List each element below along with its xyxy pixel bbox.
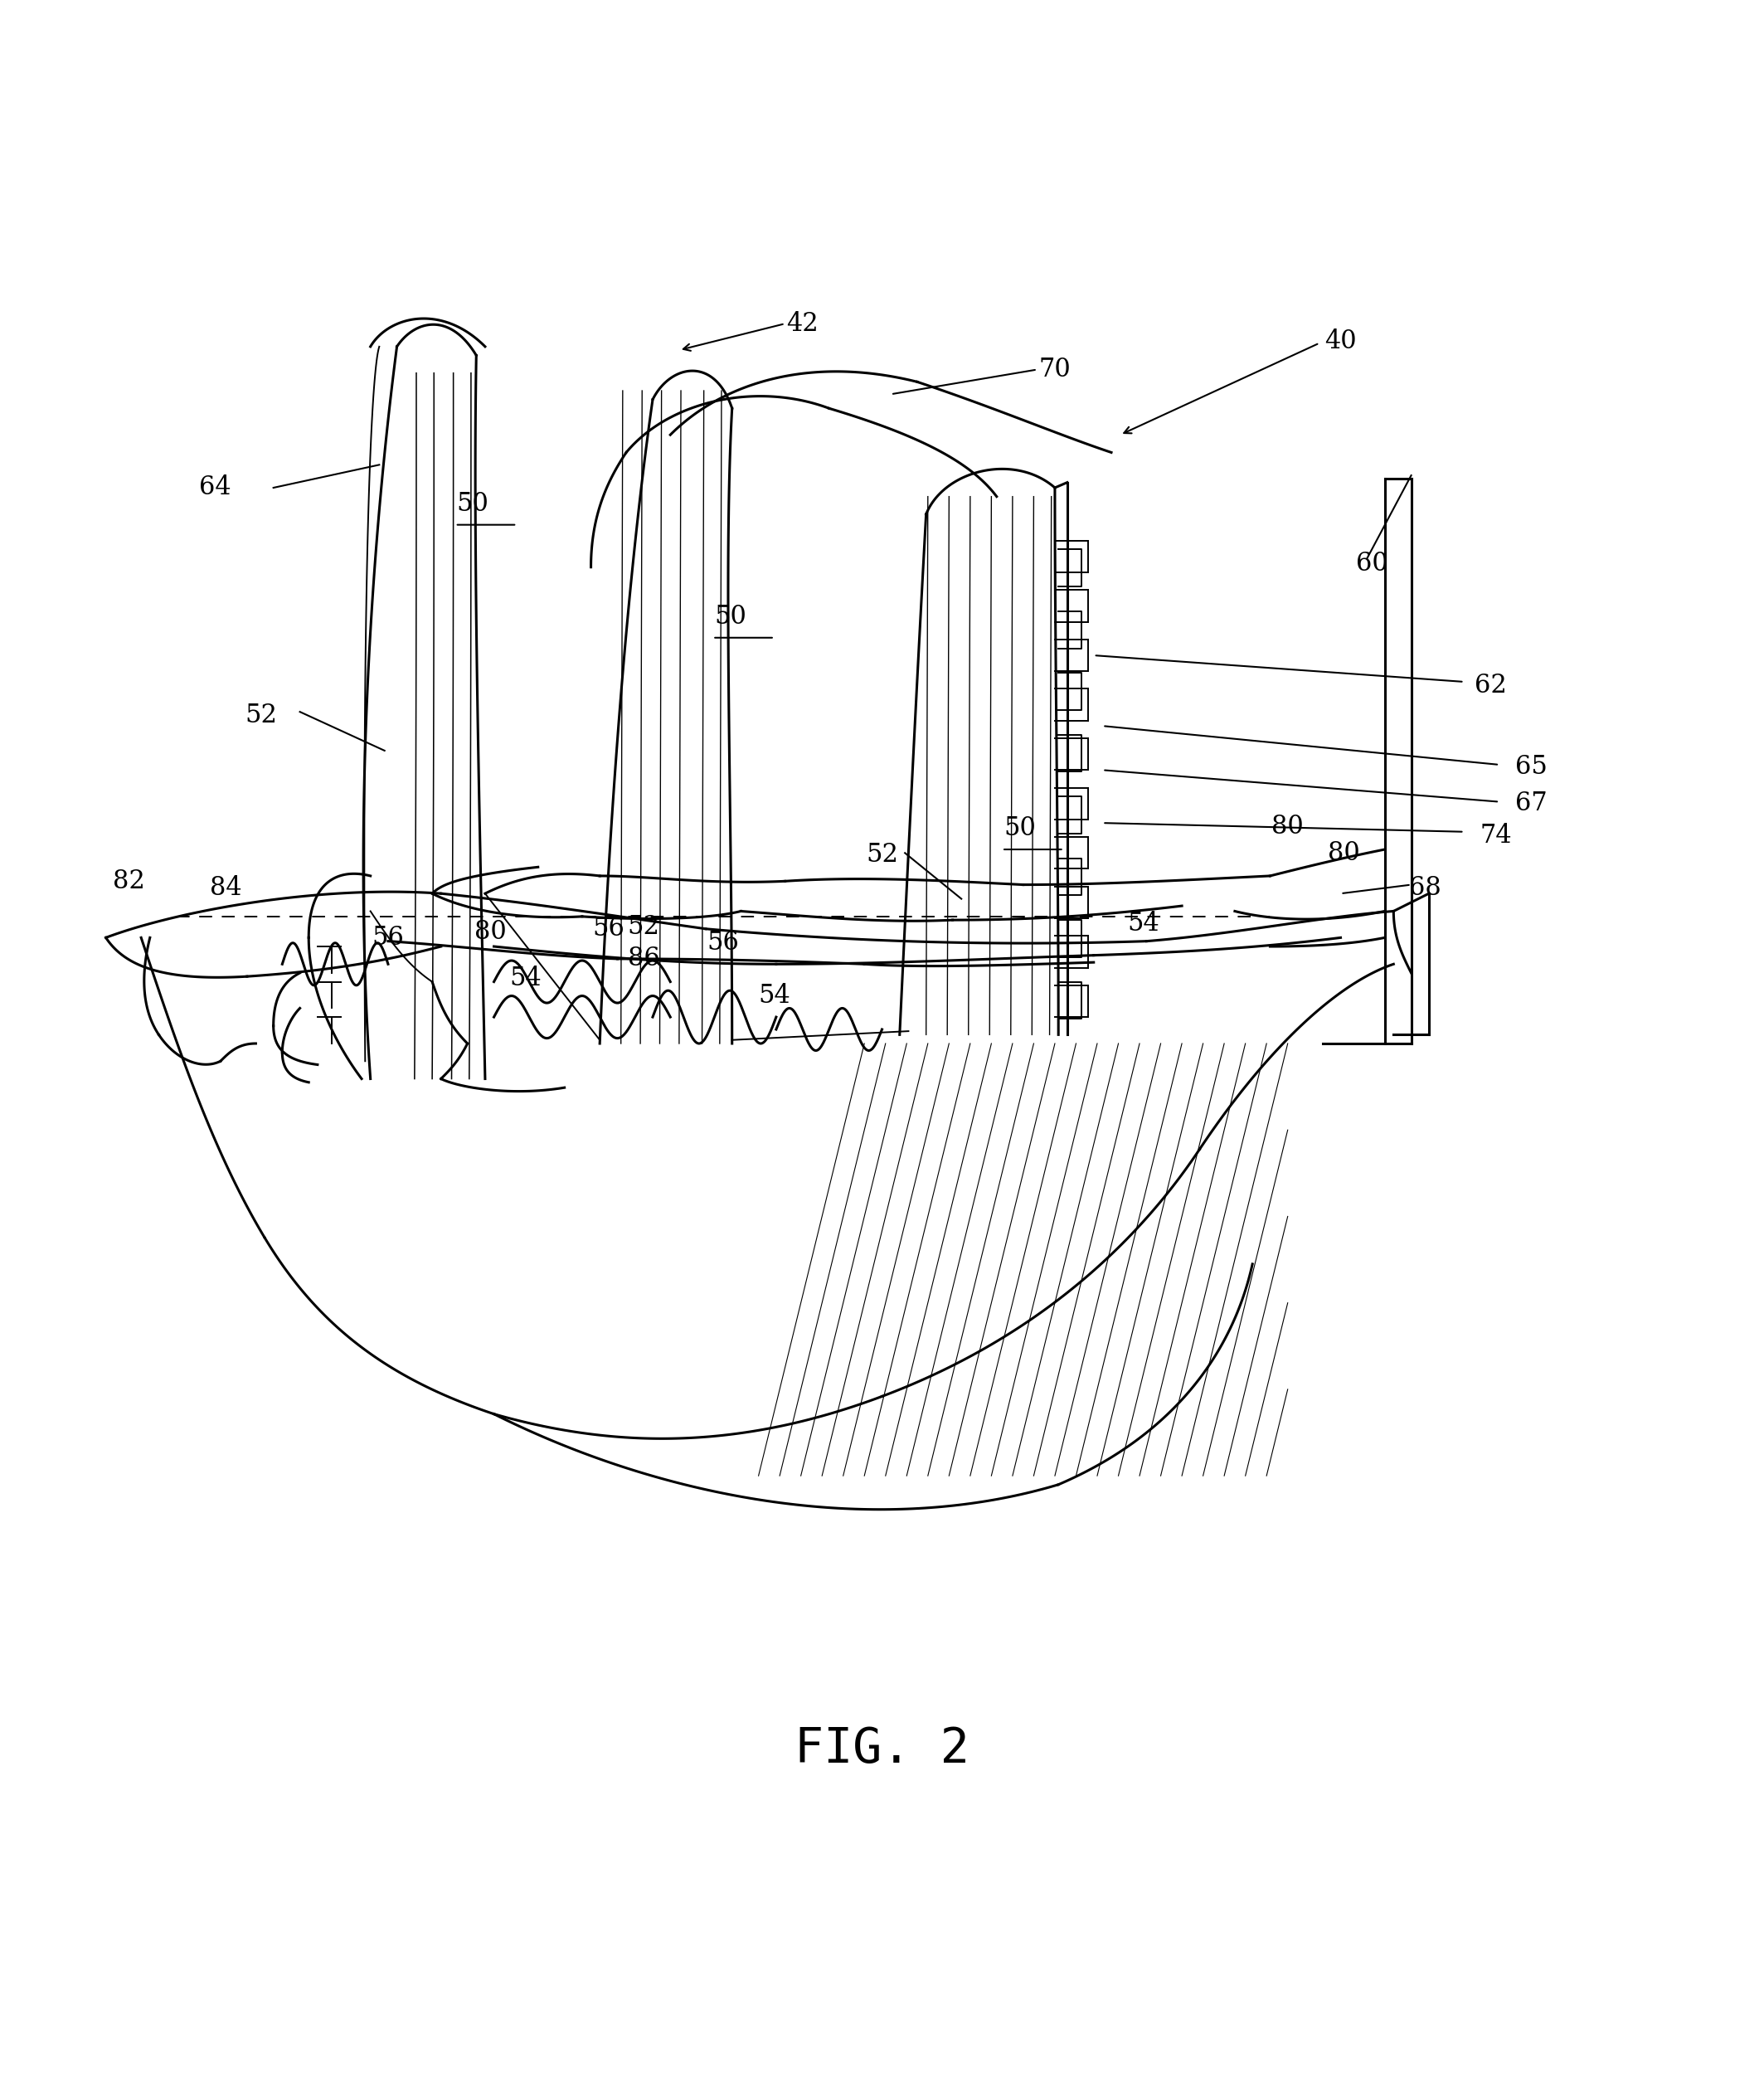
Text: 65: 65 — [1515, 753, 1547, 778]
Text: 86: 86 — [628, 945, 660, 973]
Text: 64: 64 — [199, 476, 231, 501]
Text: 40: 40 — [1325, 328, 1357, 355]
Text: 74: 74 — [1480, 822, 1512, 847]
Text: 80: 80 — [1272, 814, 1304, 839]
Text: 67: 67 — [1515, 791, 1547, 816]
Text: 56: 56 — [707, 931, 739, 956]
Text: 52: 52 — [628, 914, 660, 939]
Text: 50: 50 — [1004, 816, 1035, 841]
Text: 80: 80 — [475, 920, 506, 945]
Text: 42: 42 — [787, 311, 818, 336]
Text: 52: 52 — [245, 703, 277, 728]
Text: 70: 70 — [1039, 357, 1071, 382]
Text: 56: 56 — [593, 916, 624, 941]
Text: 52: 52 — [866, 841, 898, 868]
Text: 60: 60 — [1357, 551, 1388, 576]
Text: 56: 56 — [372, 925, 404, 950]
Text: 82: 82 — [113, 868, 145, 893]
Text: 50: 50 — [714, 603, 746, 630]
Text: 80: 80 — [1328, 841, 1360, 866]
Text: 54: 54 — [759, 983, 790, 1008]
Text: 50: 50 — [457, 490, 489, 515]
Text: FIG. 2: FIG. 2 — [794, 1726, 970, 1772]
Text: 54: 54 — [1127, 910, 1159, 937]
Text: 68: 68 — [1409, 874, 1441, 902]
Text: 84: 84 — [210, 874, 242, 902]
Text: 54: 54 — [510, 966, 542, 991]
Text: 62: 62 — [1475, 672, 1506, 699]
